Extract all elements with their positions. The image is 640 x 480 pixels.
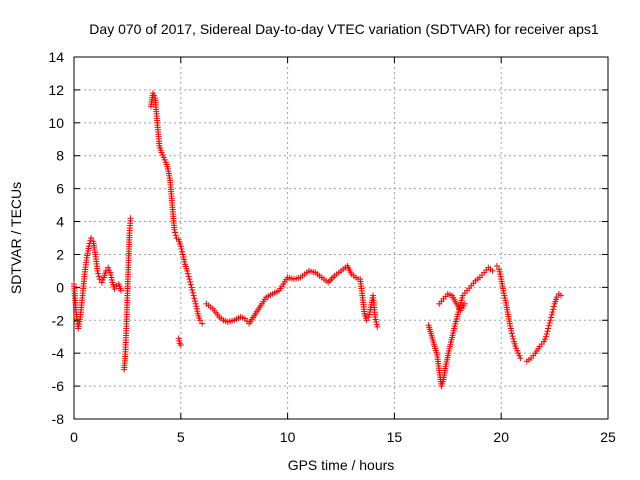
- y-tick-label: -6: [52, 378, 65, 394]
- data-point: [374, 323, 381, 330]
- data-point: [188, 284, 195, 291]
- data-point: [172, 232, 179, 239]
- x-tick-label: 5: [177, 429, 185, 445]
- x-tick-label: 15: [387, 429, 403, 445]
- data-point: [177, 341, 184, 348]
- data-point: [85, 243, 92, 250]
- data-point: [546, 320, 553, 327]
- data-point: [103, 267, 110, 274]
- data-point: [184, 267, 191, 274]
- plot-frame: [73, 56, 609, 420]
- data-point: [509, 333, 516, 340]
- data-point: [197, 317, 204, 324]
- data-point: [517, 355, 524, 362]
- chart-title: Day 070 of 2017, Sidereal Day-to-day VTE…: [89, 21, 599, 37]
- x-tick-label: 0: [70, 429, 78, 445]
- y-tick-label: 14: [48, 49, 64, 65]
- data-point: [189, 289, 196, 296]
- data-point: [96, 276, 103, 283]
- data-point: [549, 309, 556, 316]
- data-point: [558, 292, 565, 299]
- data-point: [489, 267, 496, 274]
- y-tick-label: 8: [56, 148, 64, 164]
- data-point: [547, 317, 554, 324]
- data-point: [187, 281, 194, 288]
- data-point: [553, 294, 560, 301]
- y-tick-label: 12: [48, 82, 64, 98]
- data-point: [548, 314, 555, 321]
- data-point: [172, 229, 179, 236]
- data-point: [94, 267, 101, 274]
- x-tick-label: 25: [600, 429, 616, 445]
- data-point: [187, 278, 194, 285]
- data-point: [117, 287, 124, 294]
- y-tick-label: 10: [48, 115, 64, 131]
- y-tick-label: 2: [56, 246, 64, 262]
- data-point: [127, 215, 134, 222]
- y-tick-label: -4: [52, 345, 65, 361]
- data-point: [88, 235, 95, 241]
- data-point: [87, 237, 94, 244]
- data-point: [95, 273, 102, 280]
- data-point: [493, 262, 500, 269]
- y-tick-label: -8: [52, 411, 65, 427]
- data-point: [178, 245, 185, 252]
- data-point: [185, 273, 192, 280]
- data-point: [543, 333, 550, 340]
- data-point: [186, 276, 193, 283]
- y-tick-label: -2: [52, 312, 65, 328]
- data-point: [95, 270, 102, 277]
- y-axis-label: SDTVAR / TECUs: [8, 182, 24, 294]
- axis-ticks: [73, 56, 609, 420]
- data-point: [192, 298, 199, 305]
- data-point: [510, 335, 517, 342]
- data-point: [184, 270, 191, 277]
- x-axis-label: GPS time / hours: [288, 457, 395, 473]
- data-point: [177, 243, 184, 250]
- data-point: [111, 286, 118, 293]
- y-tick-label: 4: [56, 214, 64, 230]
- data-point: [545, 325, 552, 332]
- data-point: [550, 303, 557, 310]
- data-point: [179, 248, 186, 255]
- data-point: [189, 287, 196, 294]
- data-points: [71, 90, 565, 390]
- data-point: [545, 322, 552, 329]
- data-point: [199, 320, 206, 327]
- x-tick-label: 20: [493, 429, 509, 445]
- data-point: [461, 300, 468, 307]
- tick-labels: 0 5 10 15 20 25 -8 -6 -4 -2 0 2 4 6 8 10 12 14: [48, 49, 616, 445]
- x-tick-label: 10: [280, 429, 296, 445]
- data-point: [171, 226, 178, 233]
- data-point: [548, 311, 555, 318]
- data-point: [190, 292, 197, 299]
- data-point: [544, 328, 551, 335]
- data-point: [543, 330, 550, 337]
- data-point: [363, 317, 370, 324]
- data-point: [550, 306, 557, 313]
- data-point: [191, 295, 198, 302]
- y-tick-label: 0: [56, 279, 64, 295]
- data-point: [508, 330, 515, 337]
- y-tick-label: 6: [56, 181, 64, 197]
